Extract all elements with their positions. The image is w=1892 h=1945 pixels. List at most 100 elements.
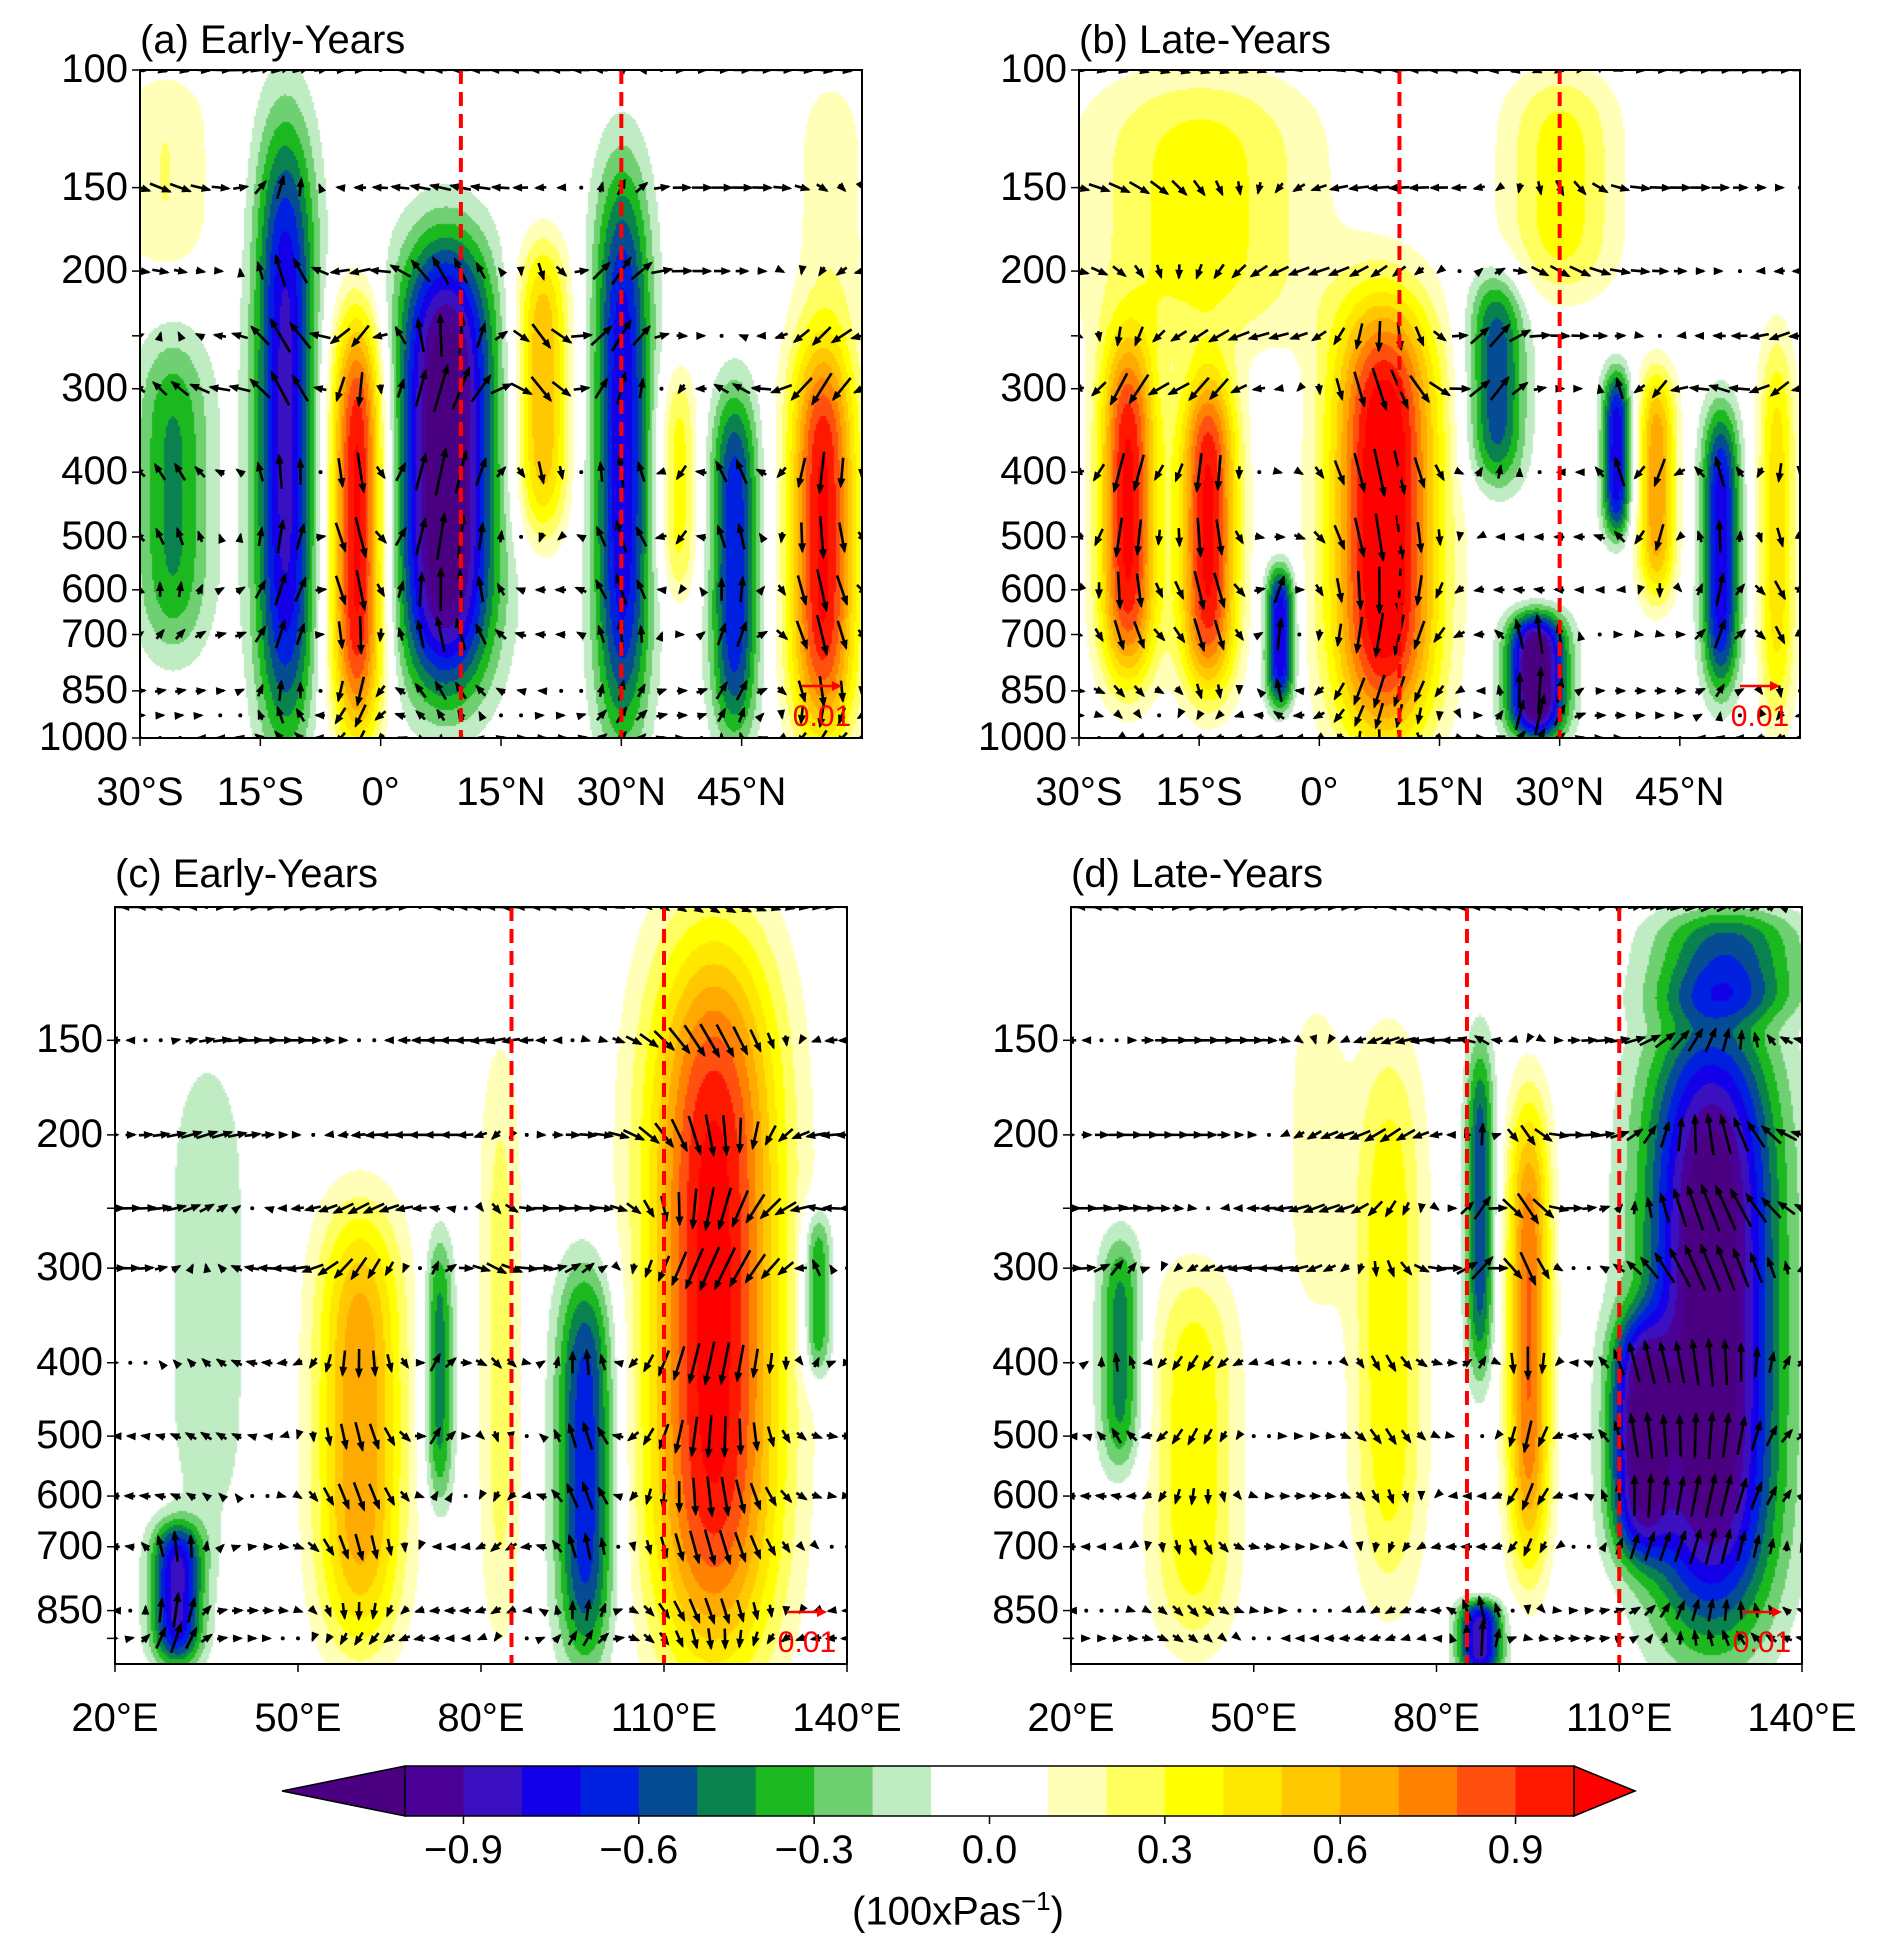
wind-vector bbox=[1453, 584, 1465, 594]
wind-vector bbox=[1096, 1431, 1107, 1442]
wind-vector bbox=[1133, 264, 1145, 279]
wind-vector bbox=[140, 712, 147, 718]
wind-vector bbox=[215, 1432, 228, 1441]
wind-vector bbox=[1339, 1263, 1351, 1273]
wind-vector bbox=[1534, 613, 1544, 654]
wind-vector bbox=[1429, 1606, 1442, 1615]
wind-vector bbox=[1399, 1261, 1413, 1276]
wind-vector bbox=[166, 1130, 188, 1139]
x-tick-label: 110°E bbox=[1566, 1696, 1673, 1740]
y-tick-label: 850 bbox=[1000, 667, 1067, 712]
wind-vector bbox=[429, 1352, 441, 1372]
wind-vector bbox=[296, 457, 305, 485]
wind-vector bbox=[1157, 1541, 1166, 1554]
wind-vector bbox=[1174, 1488, 1182, 1505]
wind-vector bbox=[473, 1130, 488, 1139]
colorbar-swatch bbox=[580, 1766, 640, 1816]
wind-vector bbox=[176, 580, 184, 598]
wind-vector bbox=[273, 1036, 295, 1045]
wind-vector bbox=[1553, 1036, 1565, 1045]
wind-vector bbox=[1596, 383, 1605, 395]
wind-vector bbox=[1737, 1599, 1746, 1620]
colorbar-tick-label: 0.3 bbox=[1137, 1828, 1193, 1872]
reference-vector-label: 0.01 bbox=[1733, 1626, 1791, 1659]
wind-vector bbox=[263, 1205, 275, 1214]
wind-vector bbox=[1353, 677, 1366, 706]
wind-vector bbox=[755, 585, 766, 596]
wind-vector bbox=[1480, 1434, 1485, 1439]
wind-vector bbox=[1777, 1201, 1796, 1216]
wind-vector bbox=[1312, 710, 1325, 720]
wind-vector bbox=[687, 1115, 702, 1156]
wind-vector bbox=[234, 631, 248, 640]
wind-vector bbox=[1309, 1491, 1322, 1500]
wind-vector bbox=[1694, 331, 1705, 340]
wind-vector bbox=[1643, 1604, 1657, 1617]
wind-vector bbox=[1749, 1251, 1764, 1284]
wind-vector bbox=[554, 585, 567, 594]
wind-vector bbox=[378, 1203, 400, 1213]
wind-vector bbox=[1700, 1183, 1721, 1232]
wind-vector bbox=[496, 582, 506, 596]
wind-vector bbox=[1112, 1542, 1123, 1551]
wind-vector bbox=[821, 1204, 840, 1213]
wind-vector bbox=[1305, 1263, 1323, 1273]
wind-vector bbox=[190, 184, 212, 192]
y-tick-label: 500 bbox=[1000, 513, 1067, 558]
wind-vector bbox=[1128, 1540, 1140, 1549]
wind-vector bbox=[296, 176, 305, 197]
wind-vector bbox=[628, 1541, 637, 1552]
wind-vector bbox=[293, 732, 305, 738]
wind-vector bbox=[1774, 625, 1786, 645]
wind-vector bbox=[172, 1591, 182, 1628]
wind-vector bbox=[506, 1490, 517, 1501]
wind-vector bbox=[1673, 1340, 1686, 1384]
wind-vector bbox=[1115, 571, 1124, 610]
wind-vector bbox=[1213, 572, 1226, 609]
wind-vector bbox=[276, 1358, 288, 1367]
wind-vector bbox=[201, 1357, 212, 1368]
panel-title: (c) Early-Years bbox=[115, 852, 379, 896]
wind-vector bbox=[1599, 1634, 1611, 1643]
y-tick-label: 150 bbox=[36, 1017, 103, 1062]
wind-vector bbox=[1434, 684, 1445, 698]
wind-vector bbox=[1432, 330, 1447, 342]
wind-vector bbox=[1313, 686, 1325, 696]
wind-vector bbox=[1538, 1633, 1550, 1642]
wind-vector bbox=[182, 1203, 202, 1213]
wind-vector bbox=[115, 1361, 120, 1365]
wind-vector bbox=[140, 533, 146, 543]
wind-vector bbox=[350, 1130, 366, 1139]
wind-vector bbox=[805, 1131, 827, 1140]
wind-vector bbox=[1199, 1264, 1216, 1272]
wind-vector bbox=[557, 530, 568, 541]
wind-vector bbox=[1090, 266, 1109, 276]
wind-vector bbox=[1633, 465, 1646, 480]
wind-vector bbox=[1214, 684, 1223, 700]
wind-vector bbox=[1277, 1431, 1288, 1440]
wind-vector bbox=[171, 1529, 180, 1562]
wind-vector bbox=[1234, 628, 1244, 642]
wind-vector bbox=[1386, 1489, 1395, 1505]
wind-vector bbox=[292, 257, 309, 284]
wind-vector bbox=[1252, 711, 1264, 720]
wind-vector bbox=[798, 522, 807, 554]
wind-vector bbox=[554, 630, 566, 639]
wind-vector bbox=[628, 1357, 639, 1369]
wind-vector bbox=[1502, 1198, 1524, 1219]
wind-vector bbox=[1417, 1490, 1426, 1501]
wind-vector bbox=[1694, 687, 1707, 696]
wind-vector bbox=[295, 707, 306, 723]
wind-vector bbox=[1775, 1128, 1798, 1142]
wind-vector bbox=[385, 1604, 395, 1618]
wind-vector bbox=[1737, 269, 1742, 274]
wind-vector bbox=[567, 1422, 578, 1448]
wind-vector bbox=[458, 1606, 471, 1615]
x-tick-label: 80°E bbox=[437, 1696, 525, 1740]
wind-vector bbox=[1274, 677, 1283, 703]
wind-vector bbox=[1175, 528, 1184, 548]
wind-vector bbox=[516, 466, 526, 479]
wind-vector bbox=[1512, 266, 1529, 275]
wind-vector bbox=[274, 730, 284, 738]
wind-vector bbox=[551, 1488, 564, 1503]
